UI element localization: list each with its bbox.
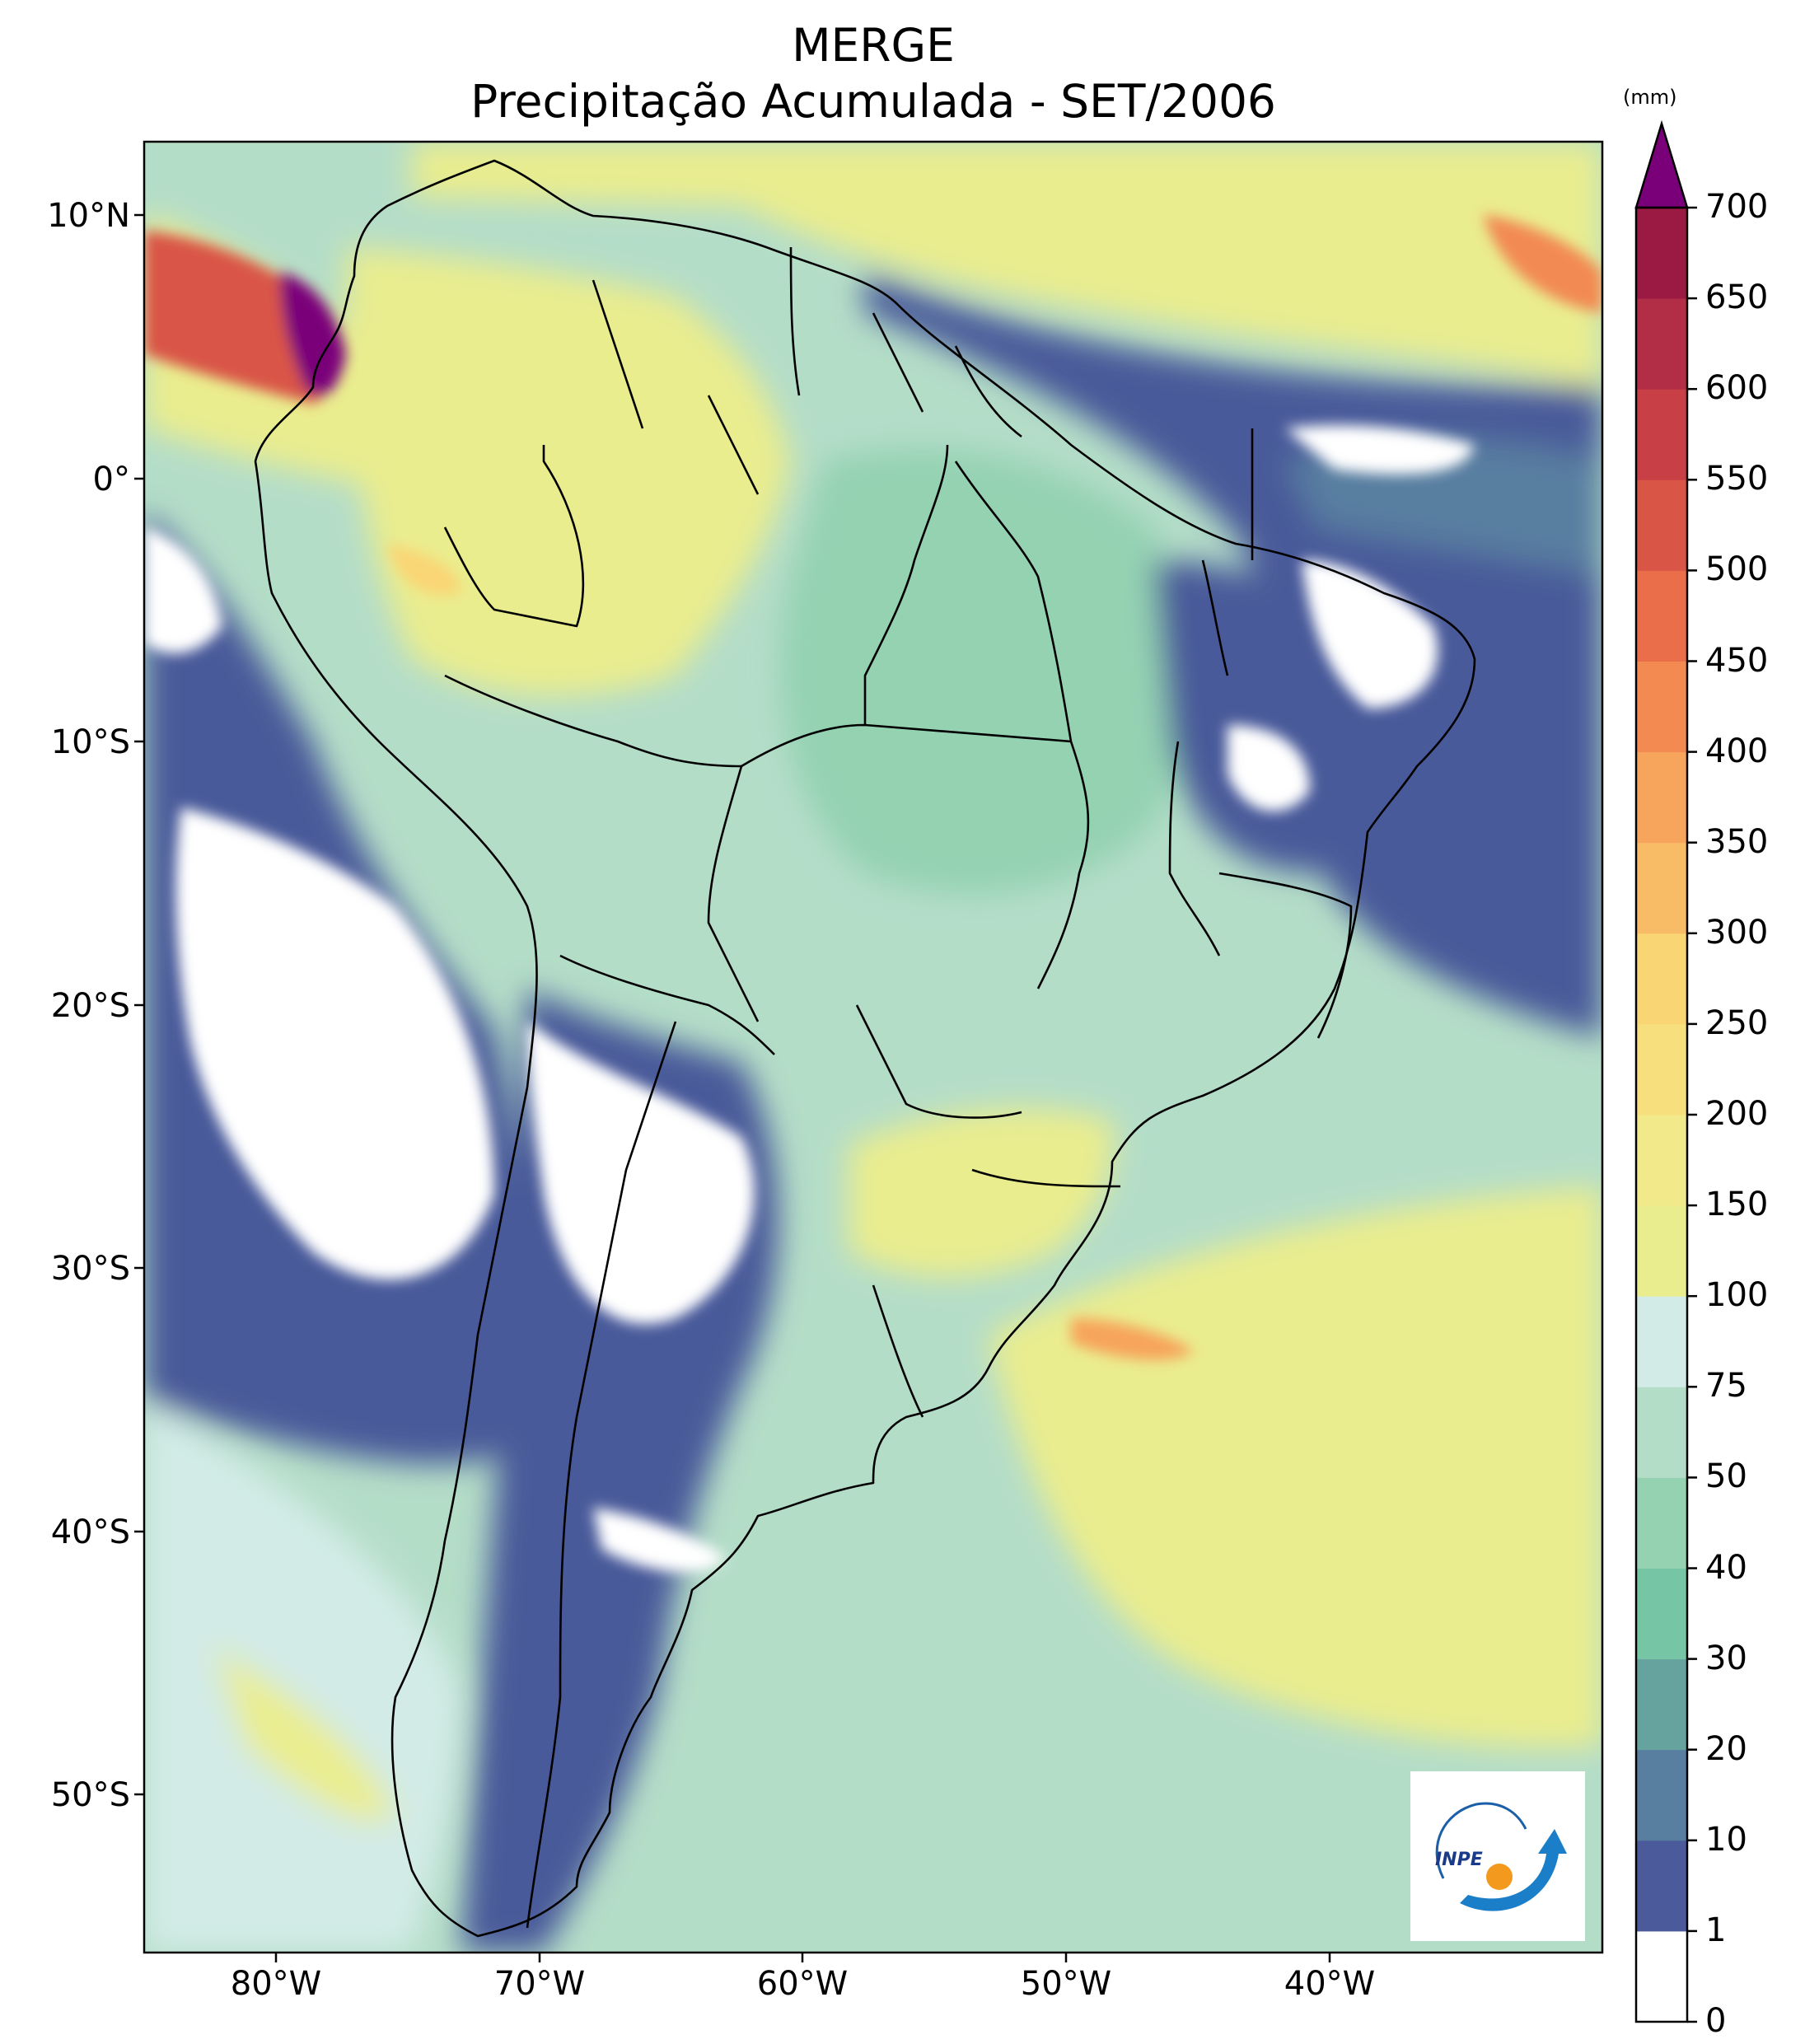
colorbar-segment <box>1636 208 1687 299</box>
lat-label-20s: 20°S <box>50 987 130 1025</box>
colorbar <box>1634 119 1697 2023</box>
colorbar-tick-label: 400 <box>1705 732 1769 770</box>
colorbar-tick-label: 350 <box>1705 822 1769 861</box>
colorbar-segment <box>1636 1930 1687 2023</box>
inpe-logo: INPE <box>1410 1771 1585 1941</box>
colorbar-tick-label: 75 <box>1705 1367 1747 1406</box>
colorbar-segment <box>1636 1658 1687 1751</box>
lon-label-80w: 80°W <box>230 1965 322 2003</box>
colorbar-tick-label: 700 <box>1705 188 1769 226</box>
colorbar-tick-label: 550 <box>1705 460 1769 498</box>
colorbar-tick-label: 20 <box>1705 1729 1747 1768</box>
colorbar-segment <box>1636 298 1687 390</box>
colorbar-tick-label: 30 <box>1705 1639 1747 1677</box>
colorbar-tick-label: 150 <box>1705 1186 1769 1224</box>
colorbar-tick-label: 100 <box>1705 1276 1769 1315</box>
colorbar-segment <box>1636 842 1687 934</box>
map-subtitle: Precipitação Acumulada - SET/2006 <box>470 75 1276 128</box>
lon-label-60w: 60°W <box>756 1965 849 2003</box>
colorbar-segment <box>1636 751 1687 844</box>
colorbar-tick-label: 50 <box>1705 1457 1747 1496</box>
colorbar-segment <box>1636 1296 1687 1387</box>
colorbar-segment <box>1636 570 1687 662</box>
logo-orange-dot <box>1486 1864 1513 1890</box>
colorbar-segment <box>1636 1568 1687 1660</box>
map-frame <box>143 140 1604 1954</box>
colorbar-tick-label: 0 <box>1705 2002 1727 2040</box>
colorbar-extend-arrow <box>1634 119 1689 209</box>
colorbar-segment <box>1636 661 1687 753</box>
colorbar-tick-label: 200 <box>1705 1095 1769 1133</box>
colorbar-segment <box>1636 1387 1687 1478</box>
colorbar-segment <box>1636 389 1687 480</box>
lon-label-40w: 40°W <box>1284 1965 1376 2003</box>
lat-label-40s: 40°S <box>50 1513 130 1551</box>
colorbar-segment <box>1636 479 1687 571</box>
logo-swoosh-thin <box>1435 1802 1527 1879</box>
precipitation-field <box>144 142 1602 1953</box>
colorbar-tick-label: 250 <box>1705 1003 1769 1042</box>
colorbar-tick-label: 300 <box>1705 913 1769 952</box>
colorbar-tick-label: 40 <box>1705 1548 1747 1587</box>
lon-label-50w: 50°W <box>1020 1965 1112 2003</box>
colorbar-segment <box>1636 1023 1687 1116</box>
colorbar-segment <box>1636 1749 1687 1841</box>
colorbar-tick-label: 650 <box>1705 278 1769 317</box>
lat-label-0: 0° <box>92 461 130 498</box>
map-title: MERGE <box>792 19 955 72</box>
logo-arrow <box>1460 1829 1567 1911</box>
lat-label-50s: 50°S <box>50 1776 130 1814</box>
logo-text: INPE <box>1435 1850 1483 1870</box>
lat-label-10n: 10°N <box>47 197 130 235</box>
colorbar-segment <box>1636 933 1687 1025</box>
colorbar-segment <box>1636 1205 1687 1297</box>
colorbar-segment <box>1636 1115 1687 1206</box>
colorbar-tick-label: 500 <box>1705 550 1769 589</box>
colorbar-segment <box>1636 1840 1687 1932</box>
lon-label-70w: 70°W <box>493 1965 586 2003</box>
lat-label-30s: 30°S <box>50 1250 130 1288</box>
colorbar-tick-label: 600 <box>1705 369 1769 408</box>
colorbar-tick-label: 1 <box>1705 1911 1727 1949</box>
colorbar-tick-label: 10 <box>1705 1820 1747 1859</box>
lat-label-10s: 10°S <box>50 723 130 761</box>
colorbar-tick-label: 450 <box>1705 641 1769 680</box>
colorbar-segment <box>1636 1477 1687 1569</box>
colorbar-unit: (mm) <box>1623 86 1677 109</box>
axis-ticks <box>134 213 1331 1962</box>
coastline <box>254 159 1476 1938</box>
